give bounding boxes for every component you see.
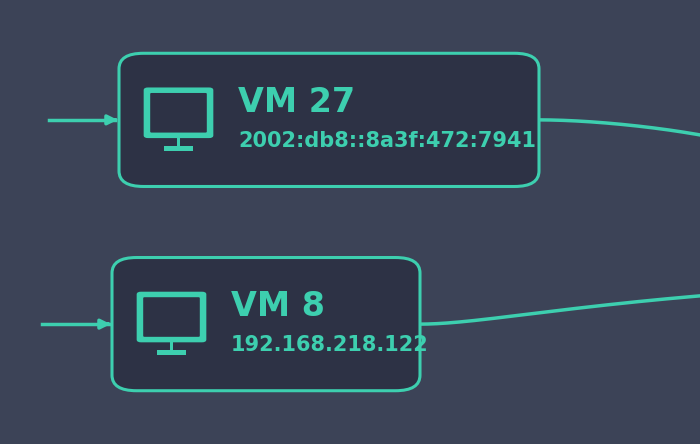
FancyBboxPatch shape — [144, 87, 214, 138]
Bar — [157, 350, 186, 355]
Bar — [170, 340, 173, 350]
Text: VM 8: VM 8 — [231, 290, 325, 323]
Text: 192.168.218.122: 192.168.218.122 — [231, 335, 428, 356]
FancyBboxPatch shape — [144, 297, 200, 337]
FancyBboxPatch shape — [119, 53, 539, 186]
Bar — [177, 135, 180, 146]
Text: 2002:db8::8a3f:472:7941: 2002:db8::8a3f:472:7941 — [238, 131, 536, 151]
FancyBboxPatch shape — [136, 292, 206, 342]
FancyBboxPatch shape — [112, 258, 420, 391]
Bar — [164, 146, 193, 151]
FancyBboxPatch shape — [150, 93, 206, 133]
Text: VM 27: VM 27 — [238, 86, 355, 119]
